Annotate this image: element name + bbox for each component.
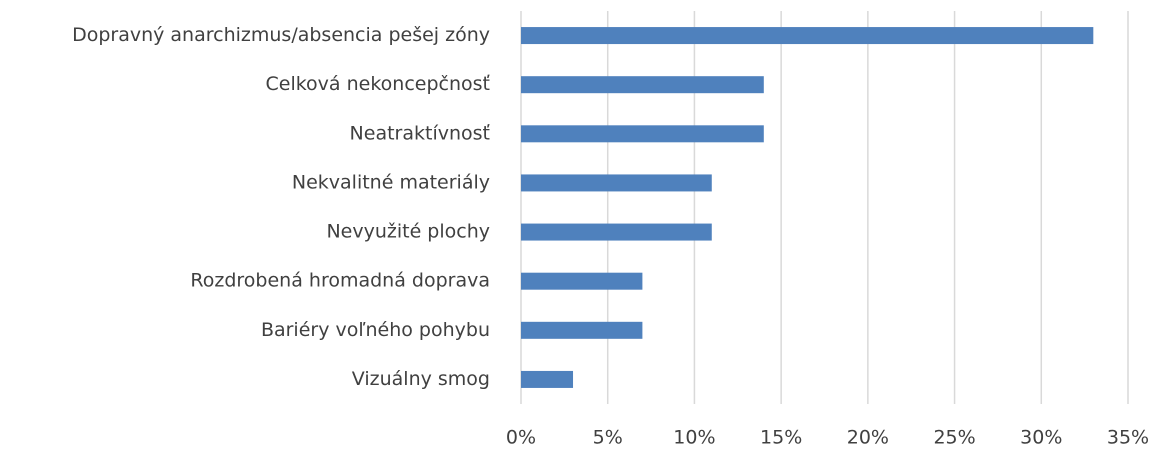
x-tick-label: 30%	[1020, 427, 1062, 449]
bar	[521, 125, 764, 143]
bar	[521, 76, 764, 94]
x-tick-label: 25%	[933, 427, 975, 449]
x-tick-label: 5%	[593, 427, 623, 449]
bar	[521, 321, 643, 339]
bar	[521, 370, 574, 388]
x-tick-label: 15%	[760, 427, 802, 449]
y-tick-label: Bariéry voľného pohybu	[261, 319, 490, 341]
y-tick-label: Celková nekoncepčnosť	[266, 73, 491, 95]
x-tick-label: 20%	[847, 427, 889, 449]
x-tick-label: 35%	[1107, 427, 1149, 449]
bar	[521, 223, 712, 241]
y-tick-label: Nekvalitné materiály	[292, 171, 490, 193]
y-tick-label: Nevyužité plochy	[326, 221, 490, 243]
bar	[521, 174, 712, 192]
bar	[521, 272, 643, 290]
y-tick-label: Vizuálny smog	[352, 368, 490, 390]
x-tick-label: 10%	[673, 427, 715, 449]
y-tick-label: Neatraktívnosť	[350, 122, 491, 144]
y-tick-label: Rozdrobená hromadná doprava	[190, 270, 490, 292]
bar	[521, 27, 1094, 45]
x-tick-label: 0%	[506, 427, 536, 449]
y-tick-label: Dopravný anarchizmus/absencia pešej zóny	[72, 24, 490, 46]
